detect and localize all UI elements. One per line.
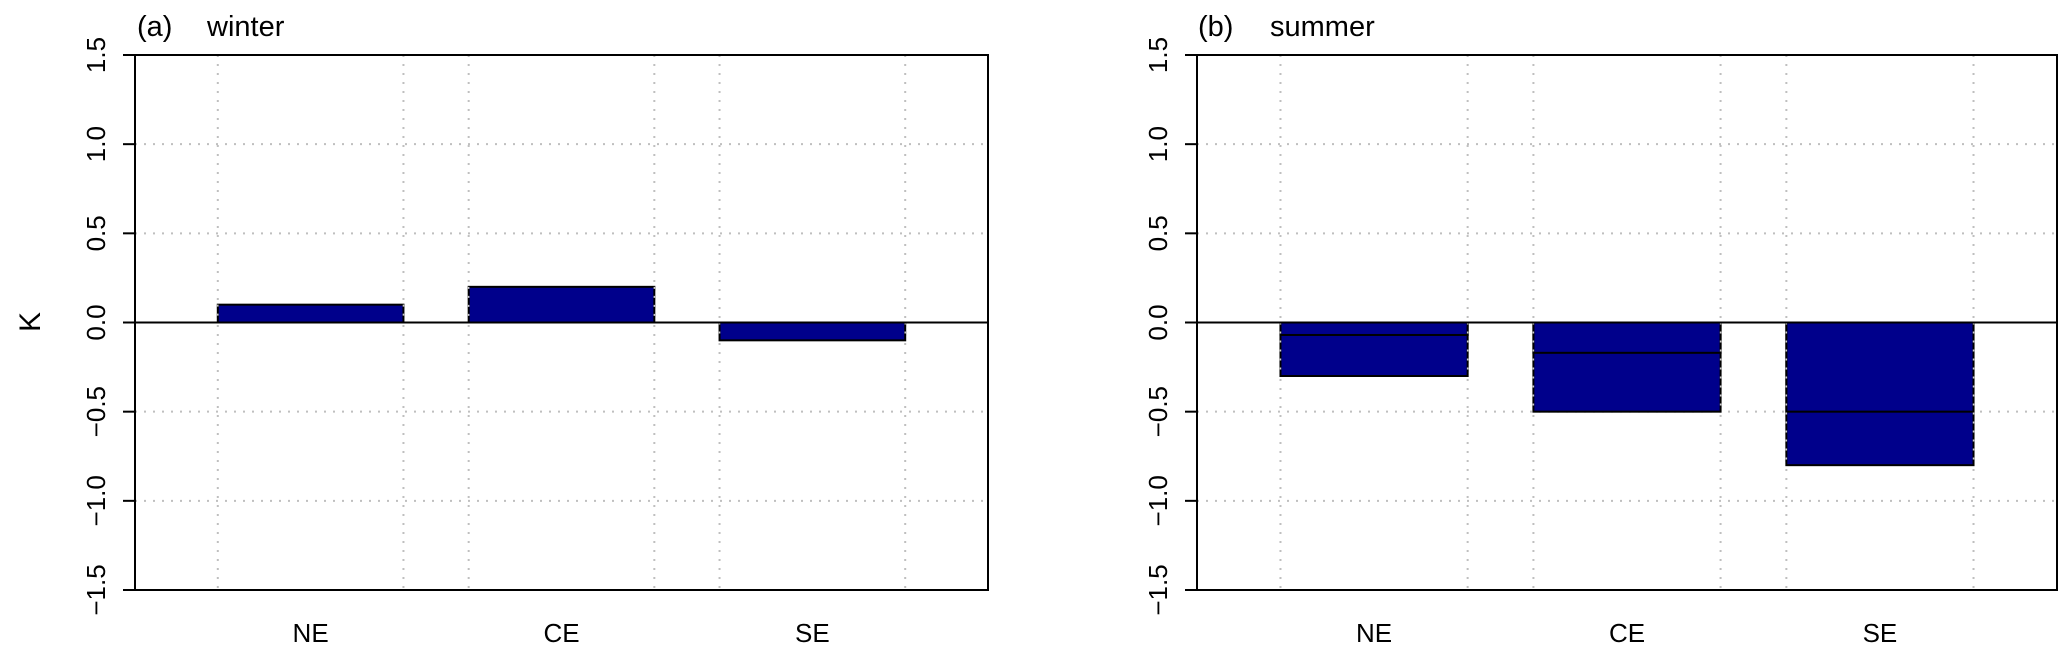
chart-panel-winter: −1.5 −1.0 −0.5 0.0 0.5 1.0 1.5 NE CE SE (a) winter	[81, 11, 989, 648]
bar-ce	[467, 285, 656, 324]
y-tick-label: −1.0	[81, 475, 111, 526]
y-tick-label: 1.0	[1143, 126, 1173, 162]
y-tick-label: 0.0	[81, 304, 111, 340]
hatched-bar-ce	[1532, 321, 1722, 354]
y-tick-label: −1.0	[1143, 475, 1173, 526]
y-tick-label: 1.5	[81, 37, 111, 73]
y-tick-label: 1.0	[81, 126, 111, 162]
x-tick-label: CE	[1609, 618, 1645, 648]
hatched-bar-ne	[1279, 321, 1469, 336]
panel-title: winter	[206, 11, 285, 43]
panel-label: (a)	[137, 11, 172, 43]
panel-label: (b)	[1198, 11, 1233, 43]
chart-panel-summer: −1.5 −1.0 −0.5 0.0 0.5 1.0 1.5 NE CE SE (b) summer	[1143, 11, 2058, 648]
x-tick-label: NE	[1356, 618, 1392, 648]
x-tick-label: SE	[795, 618, 830, 648]
y-tick-label: −1.5	[1143, 564, 1173, 615]
bar-ne	[216, 303, 405, 324]
y-tick-label: −0.5	[81, 386, 111, 437]
x-tick-label: CE	[543, 618, 579, 648]
y-tick-label: 1.5	[1143, 37, 1173, 73]
y-tick-label: 0.0	[1143, 304, 1173, 340]
y-tick-label: 0.5	[81, 215, 111, 251]
bar-se	[718, 321, 907, 342]
y-tick-label: 0.5	[1143, 215, 1173, 251]
hatched-bar-se	[1785, 321, 1975, 413]
x-tick-label: SE	[1863, 618, 1898, 648]
y-axis-label: K	[14, 312, 47, 332]
panel-title: summer	[1270, 11, 1375, 43]
y-tick-label: −0.5	[1143, 386, 1173, 437]
x-tick-label: NE	[293, 618, 329, 648]
y-tick-label: −1.5	[81, 564, 111, 615]
